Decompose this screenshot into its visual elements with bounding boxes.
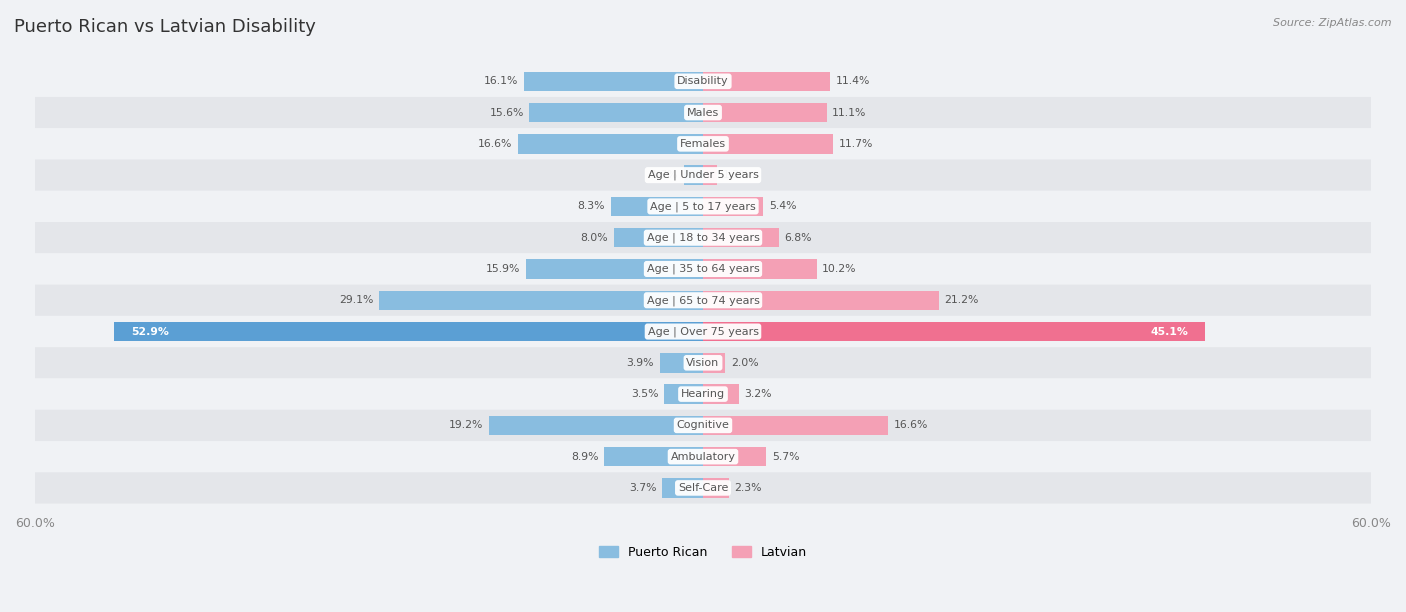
Bar	[703, 384, 738, 404]
Bar	[529, 103, 703, 122]
Text: Age | Over 75 years: Age | Over 75 years	[648, 326, 758, 337]
Bar	[605, 447, 703, 466]
Bar	[703, 72, 830, 91]
Text: 29.1%: 29.1%	[339, 295, 374, 305]
Text: Age | 35 to 64 years: Age | 35 to 64 years	[647, 264, 759, 274]
FancyBboxPatch shape	[35, 97, 1371, 129]
Bar	[703, 103, 827, 122]
FancyBboxPatch shape	[35, 65, 1371, 97]
Text: 6.8%: 6.8%	[785, 233, 811, 243]
Text: 45.1%: 45.1%	[1150, 327, 1188, 337]
Text: Self-Care: Self-Care	[678, 483, 728, 493]
Text: Vision: Vision	[686, 358, 720, 368]
Text: 21.2%: 21.2%	[945, 295, 979, 305]
Text: 16.6%: 16.6%	[893, 420, 928, 430]
Text: Females: Females	[681, 139, 725, 149]
Bar	[703, 228, 779, 247]
Bar	[703, 416, 887, 435]
FancyBboxPatch shape	[35, 316, 1371, 347]
Text: 11.7%: 11.7%	[839, 139, 873, 149]
FancyBboxPatch shape	[35, 253, 1371, 285]
Bar	[114, 322, 703, 341]
FancyBboxPatch shape	[35, 347, 1371, 378]
Bar	[703, 196, 763, 216]
Bar	[664, 384, 703, 404]
Bar	[703, 291, 939, 310]
Bar	[662, 478, 703, 498]
FancyBboxPatch shape	[35, 160, 1371, 191]
Bar	[703, 322, 1205, 341]
Text: 11.4%: 11.4%	[835, 76, 870, 86]
Text: Ambulatory: Ambulatory	[671, 452, 735, 461]
Text: Puerto Rican vs Latvian Disability: Puerto Rican vs Latvian Disability	[14, 18, 316, 36]
Text: 8.0%: 8.0%	[581, 233, 609, 243]
Bar	[489, 416, 703, 435]
Text: 8.3%: 8.3%	[578, 201, 605, 211]
FancyBboxPatch shape	[35, 378, 1371, 409]
Text: Hearing: Hearing	[681, 389, 725, 399]
Bar	[703, 259, 817, 278]
Text: 19.2%: 19.2%	[450, 420, 484, 430]
Text: 52.9%: 52.9%	[131, 327, 169, 337]
Text: Age | 65 to 74 years: Age | 65 to 74 years	[647, 295, 759, 305]
Text: Age | 5 to 17 years: Age | 5 to 17 years	[650, 201, 756, 212]
Text: 2.3%: 2.3%	[734, 483, 762, 493]
Text: 3.7%: 3.7%	[628, 483, 657, 493]
Bar	[703, 165, 717, 185]
Text: Cognitive: Cognitive	[676, 420, 730, 430]
Text: 10.2%: 10.2%	[823, 264, 856, 274]
Text: Age | 18 to 34 years: Age | 18 to 34 years	[647, 233, 759, 243]
Bar	[519, 134, 703, 154]
Bar	[703, 353, 725, 373]
Text: 3.5%: 3.5%	[631, 389, 658, 399]
Bar	[659, 353, 703, 373]
Text: 3.2%: 3.2%	[744, 389, 772, 399]
Bar	[526, 259, 703, 278]
FancyBboxPatch shape	[35, 129, 1371, 160]
Bar	[703, 447, 766, 466]
Text: 8.9%: 8.9%	[571, 452, 599, 461]
Text: 5.4%: 5.4%	[769, 201, 796, 211]
Bar	[614, 228, 703, 247]
Text: 2.0%: 2.0%	[731, 358, 758, 368]
Legend: Puerto Rican, Latvian: Puerto Rican, Latvian	[593, 541, 813, 564]
FancyBboxPatch shape	[35, 409, 1371, 441]
Text: 15.9%: 15.9%	[486, 264, 520, 274]
FancyBboxPatch shape	[35, 472, 1371, 504]
Text: Disability: Disability	[678, 76, 728, 86]
Bar	[524, 72, 703, 91]
Text: 11.1%: 11.1%	[832, 108, 866, 118]
FancyBboxPatch shape	[35, 191, 1371, 222]
Bar	[610, 196, 703, 216]
Text: Age | Under 5 years: Age | Under 5 years	[648, 170, 758, 181]
Text: 1.7%: 1.7%	[651, 170, 679, 180]
Text: 3.9%: 3.9%	[627, 358, 654, 368]
Text: 16.6%: 16.6%	[478, 139, 513, 149]
FancyBboxPatch shape	[35, 222, 1371, 253]
FancyBboxPatch shape	[35, 285, 1371, 316]
Bar	[703, 478, 728, 498]
Text: 5.7%: 5.7%	[772, 452, 800, 461]
Bar	[703, 134, 834, 154]
FancyBboxPatch shape	[35, 441, 1371, 472]
Text: 15.6%: 15.6%	[489, 108, 524, 118]
Text: 1.3%: 1.3%	[723, 170, 751, 180]
Text: Source: ZipAtlas.com: Source: ZipAtlas.com	[1274, 18, 1392, 28]
Bar	[685, 165, 703, 185]
Text: 16.1%: 16.1%	[484, 76, 519, 86]
Text: Males: Males	[688, 108, 718, 118]
Bar	[380, 291, 703, 310]
